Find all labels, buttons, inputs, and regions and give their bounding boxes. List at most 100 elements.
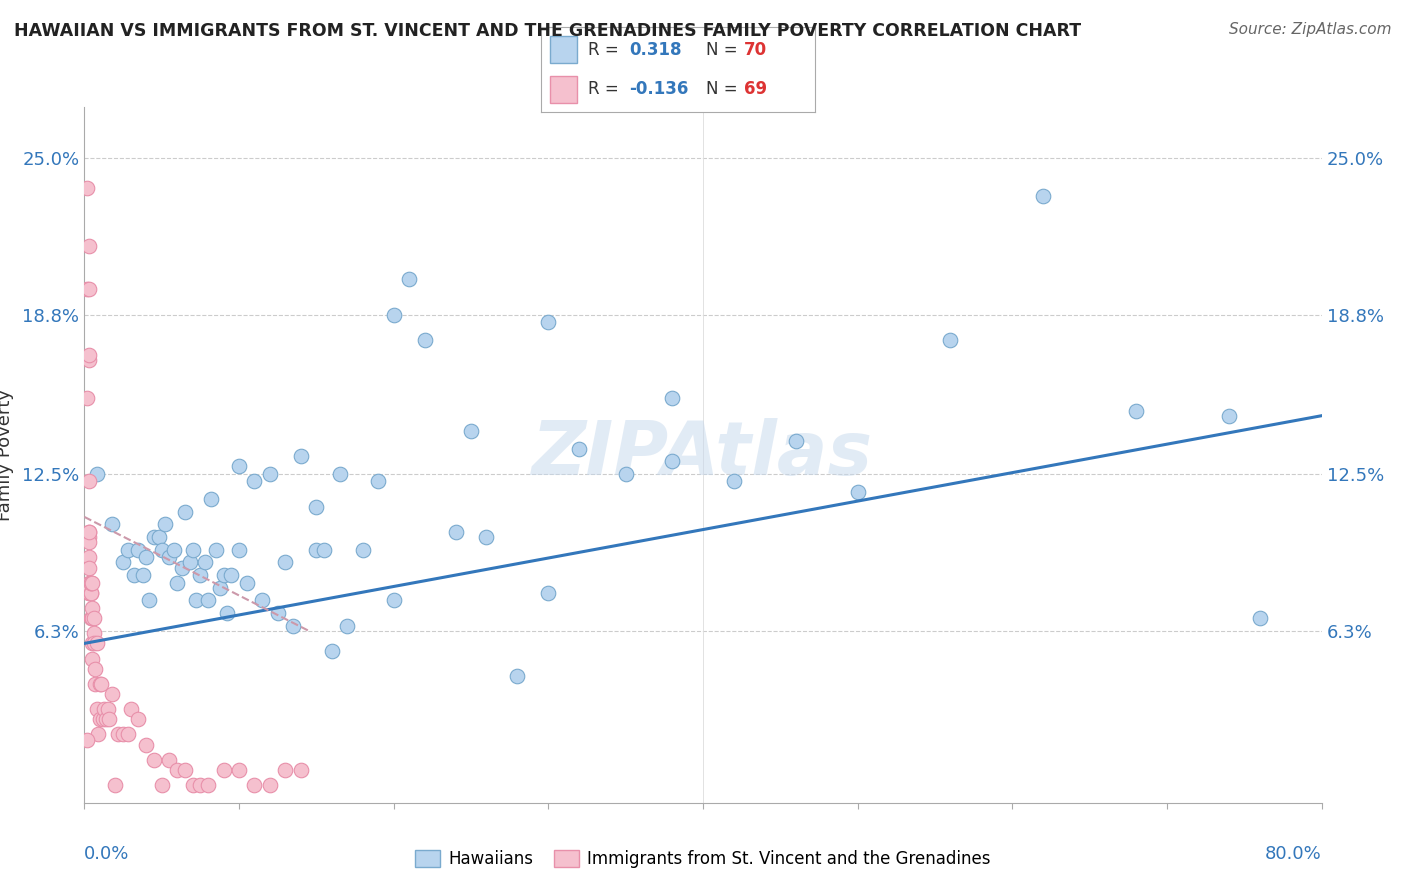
Point bbox=[506, 669, 529, 683]
Point bbox=[77, 525, 100, 540]
Point bbox=[321, 644, 343, 658]
Point bbox=[212, 568, 235, 582]
Point bbox=[305, 500, 328, 514]
Point bbox=[77, 475, 100, 489]
Point bbox=[90, 677, 112, 691]
Point bbox=[398, 272, 420, 286]
Point bbox=[93, 702, 115, 716]
Point bbox=[194, 556, 217, 570]
Point bbox=[143, 753, 166, 767]
Point bbox=[537, 586, 560, 600]
Point bbox=[259, 467, 281, 481]
Point bbox=[77, 353, 100, 368]
Point bbox=[252, 593, 274, 607]
Point bbox=[274, 763, 297, 777]
Text: ZIPAtlas: ZIPAtlas bbox=[533, 418, 873, 491]
Point bbox=[382, 593, 405, 607]
Text: 0.318: 0.318 bbox=[628, 41, 682, 59]
Point bbox=[117, 542, 139, 557]
Point bbox=[314, 542, 336, 557]
Point bbox=[267, 606, 290, 620]
Point bbox=[101, 687, 124, 701]
Point bbox=[283, 618, 305, 632]
Point bbox=[77, 581, 100, 595]
Point bbox=[150, 542, 173, 557]
Point bbox=[77, 586, 100, 600]
Point bbox=[98, 712, 121, 726]
Point bbox=[86, 636, 108, 650]
Point bbox=[79, 611, 101, 625]
Point bbox=[83, 636, 105, 650]
Point bbox=[79, 586, 101, 600]
Point bbox=[112, 727, 135, 741]
Point bbox=[76, 181, 98, 195]
Legend: Hawaiians, Immigrants from St. Vincent and the Grenadines: Hawaiians, Immigrants from St. Vincent a… bbox=[409, 843, 997, 874]
Point bbox=[101, 517, 124, 532]
Point bbox=[76, 391, 98, 405]
Point bbox=[82, 575, 104, 590]
Text: -0.136: -0.136 bbox=[628, 79, 689, 97]
Point bbox=[166, 763, 188, 777]
Point bbox=[86, 702, 108, 716]
Point bbox=[87, 727, 110, 741]
Point bbox=[84, 662, 107, 676]
Point bbox=[170, 560, 193, 574]
Point bbox=[215, 606, 238, 620]
Point bbox=[82, 601, 104, 615]
Point bbox=[460, 424, 482, 438]
Point bbox=[184, 593, 207, 607]
Point bbox=[150, 778, 173, 792]
Point bbox=[444, 525, 467, 540]
Point bbox=[77, 282, 100, 296]
Point bbox=[91, 712, 114, 726]
Point bbox=[77, 348, 100, 362]
Text: Source: ZipAtlas.com: Source: ZipAtlas.com bbox=[1229, 22, 1392, 37]
Point bbox=[76, 282, 98, 296]
Point bbox=[79, 586, 101, 600]
Text: R =: R = bbox=[588, 41, 619, 59]
Point bbox=[1249, 611, 1271, 625]
Point bbox=[200, 492, 222, 507]
Point bbox=[82, 636, 104, 650]
Point bbox=[1032, 188, 1054, 202]
Point bbox=[846, 484, 869, 499]
Point bbox=[135, 550, 157, 565]
Point bbox=[661, 391, 683, 405]
Text: 70: 70 bbox=[744, 41, 768, 59]
Point bbox=[236, 575, 259, 590]
Point bbox=[568, 442, 591, 456]
Point bbox=[120, 702, 142, 716]
Point bbox=[174, 763, 197, 777]
Point bbox=[132, 568, 155, 582]
Point bbox=[77, 550, 100, 565]
Point bbox=[83, 626, 105, 640]
Point bbox=[135, 738, 157, 752]
Point bbox=[212, 763, 235, 777]
Point bbox=[336, 618, 359, 632]
Point bbox=[939, 333, 962, 347]
Point bbox=[83, 611, 105, 625]
Point bbox=[228, 763, 250, 777]
Point bbox=[290, 449, 312, 463]
Point bbox=[537, 315, 560, 329]
Point bbox=[77, 535, 100, 549]
Point bbox=[382, 308, 405, 322]
Point bbox=[166, 575, 188, 590]
Point bbox=[117, 727, 139, 741]
Point bbox=[163, 542, 186, 557]
Point bbox=[205, 542, 228, 557]
Point bbox=[181, 542, 204, 557]
Point bbox=[97, 702, 120, 716]
Point bbox=[259, 778, 281, 792]
Point bbox=[77, 525, 100, 540]
Point bbox=[1218, 409, 1240, 423]
Point bbox=[221, 568, 243, 582]
Point bbox=[661, 454, 683, 468]
Point bbox=[159, 753, 181, 767]
Text: N =: N = bbox=[706, 41, 737, 59]
Point bbox=[77, 239, 100, 253]
Point bbox=[82, 651, 104, 665]
Point bbox=[181, 778, 204, 792]
Point bbox=[159, 550, 181, 565]
Point bbox=[79, 575, 101, 590]
